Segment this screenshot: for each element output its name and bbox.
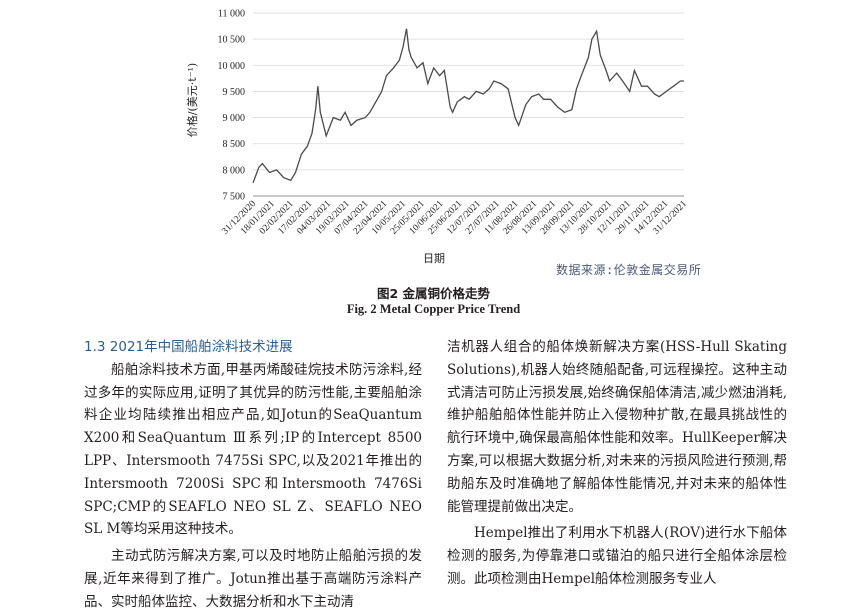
figure-caption-en: Fig. 2 Metal Copper Price Trend — [346, 302, 521, 316]
x-axis-ticks: 31/12/202018/01/202102/02/202117/02/2021… — [220, 199, 689, 237]
y-tick-label: 8 000 — [223, 165, 246, 176]
y-tick-label: 8 500 — [223, 139, 246, 150]
y-axis-label: 价格/(美元·t⁻¹) — [185, 63, 199, 137]
x-axis-label: 日期 — [423, 252, 445, 265]
y-axis-ticks: 7 500 8 000 8 500 9 000 9 500 10 000 10 500 11 … — [218, 9, 246, 203]
right-column: 洁机器人组合的船体焕新解决方案(HSS-Hull Skating Solutio… — [447, 336, 787, 591]
right-paragraph-2: Hempel推出了利用水下机器人(ROV)进行水下船体检测的服务,为停靠港口或锚… — [447, 525, 787, 587]
series-line — [252, 28, 684, 184]
gridlines — [253, 12, 684, 171]
copper-price-chart: 7 500 8 000 8 500 9 000 9 500 10 000 10 500 11 … — [185, 9, 689, 266]
y-tick-label: 11 000 — [218, 9, 245, 20]
y-tick-label: 10 000 — [218, 61, 246, 72]
y-tick-label: 9 000 — [223, 113, 246, 124]
y-tick-label: 9 500 — [223, 87, 246, 98]
data-source-note: 数据来源:伦敦金属交易所 — [556, 263, 702, 277]
y-tick-label: 10 500 — [218, 35, 246, 46]
left-column: 1.3 2021年中国船舶涂料技术进展 船舶涂料技术方面,甲基丙烯酸硅烷技术防污… — [84, 336, 422, 614]
left-paragraph-2: 主动式防污解决方案,可以及时地防止船舶污损的发展,近年来得到了推广。Jotun推… — [84, 548, 422, 610]
section-heading: 1.3 2021年中国船舶涂料技术进展 — [84, 339, 293, 355]
y-tick-label: 7 500 — [223, 192, 246, 203]
right-paragraph-1: 洁机器人组合的船体焕新解决方案(HSS-Hull Skating Solutio… — [447, 339, 787, 515]
figure-caption-cn: 图2 金属铜价格走势 — [376, 286, 491, 301]
left-paragraph-1: 船舶涂料技术方面,甲基丙烯酸硅烷技术防污涂料,经过多年的实际应用,证明了其优异的… — [84, 361, 422, 538]
